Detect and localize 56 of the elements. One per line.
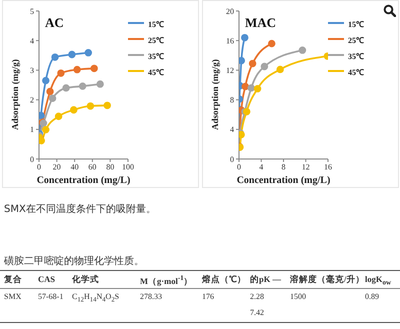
x-axis-title: Concentration (mg/L) xyxy=(236,175,330,186)
legend-label: 35℃ xyxy=(148,52,164,61)
text: M（g·mol$^{-1}$） xyxy=(140,274,193,288)
text: SMX在不同温度条件下的吸附量。 xyxy=(4,202,156,216)
text: 1500 xyxy=(290,292,306,301)
y-tick-label: 8 xyxy=(230,96,234,105)
text: 的pK — xyxy=(250,274,281,286)
y-tick-label: 1 xyxy=(30,125,34,134)
legend-label: 15℃ xyxy=(348,20,364,29)
x-tick-label: 16 xyxy=(324,162,332,172)
y-tick-label: 2 xyxy=(30,96,34,105)
text: 熔点（℃） xyxy=(202,274,246,286)
x-tick-label: 40 xyxy=(70,162,79,172)
x-tick-label: 4 xyxy=(259,162,264,172)
legend-label: 35℃ xyxy=(348,52,364,61)
text: 化学式 xyxy=(72,274,99,286)
text: 2.28 xyxy=(250,292,264,301)
text: C$_{12}$H$_{14}$N$_{4}$O$_{2}$S xyxy=(72,292,120,304)
y-tick-label: 3 xyxy=(30,66,34,76)
legend-label: 25℃ xyxy=(148,36,164,45)
y-tick-label: 4 xyxy=(230,125,234,134)
x-tick-label: 20 xyxy=(52,162,61,172)
text: 溶解度（毫克/升） xyxy=(290,274,364,286)
x-tick-label: 8 xyxy=(282,162,286,172)
text: 复合 xyxy=(4,274,22,286)
legend-label: 15℃ xyxy=(148,20,164,29)
x-tick-label: 60 xyxy=(88,162,96,172)
x-tick-label: 12 xyxy=(302,162,310,172)
y-tick-label: 0 xyxy=(230,154,234,164)
x-tick-label: 0 xyxy=(37,162,41,172)
legend-label: 45℃ xyxy=(348,68,364,77)
y-tick-label: 12 xyxy=(226,66,234,76)
text: 0.89 xyxy=(365,292,379,301)
text: logK$_{ow}$ xyxy=(365,274,392,287)
y-axis-title: Adsorption (mg/g) xyxy=(210,59,220,130)
y-tick-label: 0 xyxy=(30,154,34,164)
text: 176 xyxy=(202,292,214,301)
text: 磺胺二甲嘧啶的物理化学性质。 xyxy=(4,254,144,268)
y-tick-label: 5 xyxy=(30,6,34,16)
chart-title: MAC xyxy=(245,15,276,31)
text: SMX xyxy=(4,292,22,301)
text: CAS xyxy=(38,274,56,284)
x-tick-label: 80 xyxy=(106,162,114,172)
x-axis-title: Concentration (mg/L) xyxy=(36,175,130,186)
y-tick-label: 4 xyxy=(30,36,34,46)
y-tick-label: 16 xyxy=(226,36,234,46)
x-tick-label: 0 xyxy=(237,162,241,172)
text: 7.42 xyxy=(250,308,264,317)
y-axis-title: Adsorption (mg/g) xyxy=(10,59,20,130)
legend-label: 45℃ xyxy=(148,68,164,77)
y-tick-label: 20 xyxy=(226,6,234,16)
text: 278.33 xyxy=(140,292,162,301)
legend-label: 25℃ xyxy=(348,36,364,45)
chart-title: AC xyxy=(45,15,64,31)
text: 57-68-1 xyxy=(38,292,64,301)
x-tick-label: 100 xyxy=(122,162,134,172)
